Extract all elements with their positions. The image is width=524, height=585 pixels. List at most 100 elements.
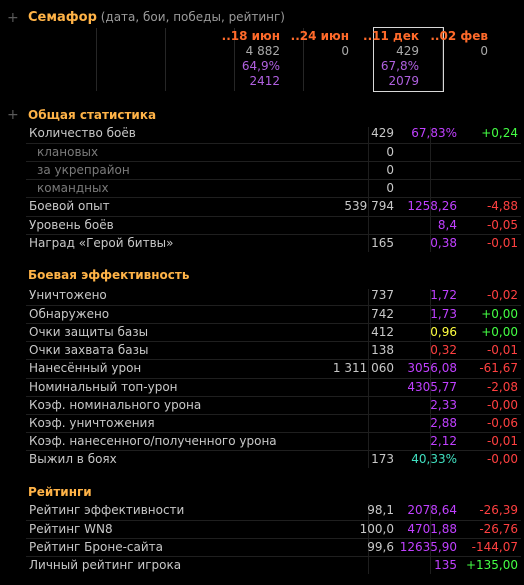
avg-col-divider	[430, 127, 431, 252]
period-column[interactable]: ..24 июн 0	[287, 29, 349, 89]
stat-label: Коэф. нанесенного/полученного урона	[29, 434, 277, 448]
stat-label: Очки защиты базы	[29, 325, 149, 339]
period-column[interactable]: ..11 дек 429 67,8% 2079	[357, 29, 419, 89]
value-col-divider	[368, 127, 369, 252]
stat-label: Наград «Герой битвы»	[29, 236, 174, 250]
stat-row: Боевой опыт 539 794 1258,26 -4,88	[26, 197, 521, 216]
stat-average: 135	[434, 558, 457, 572]
stat-row: Обнаружено 742 1,73 +0,00	[26, 305, 521, 324]
period-rating: 2079	[388, 74, 419, 88]
stat-row: Рейтинг Броне-сайта 99,6 12635,90 -144,07	[26, 538, 521, 557]
stat-average: 2,12	[430, 434, 457, 448]
stat-row: командных 0	[26, 179, 521, 198]
period-date: ..02 фев	[430, 29, 488, 43]
stat-label: Боевой опыт	[29, 199, 110, 213]
vehicle-title: Семафор (дата, бои, победы, рейтинг)	[28, 10, 285, 25]
stat-delta: +0,00	[481, 307, 518, 321]
stat-value: 1 311 060	[332, 361, 394, 375]
stat-label: Коэф. номинального урона	[29, 398, 202, 412]
stat-value: 98,1	[367, 503, 394, 517]
stat-label: за укрепрайон	[37, 163, 130, 177]
stat-delta: -0,00	[486, 398, 518, 412]
stat-row: Количество боёв 429 67,83% +0,24	[26, 125, 521, 143]
stat-row: Наград «Герой битвы» 165 0,38 -0,01	[26, 234, 521, 253]
period-date: ..11 дек	[363, 29, 419, 43]
period-battles: 4 882	[245, 44, 280, 58]
stat-delta: -0,01	[486, 343, 518, 357]
period-wins	[287, 59, 349, 74]
period-battles: 0	[341, 44, 349, 58]
section-title[interactable]: Общая статистика	[28, 108, 157, 122]
period-cell	[96, 28, 166, 91]
stat-row: Уровень боёв 8,4 -0,05	[26, 216, 521, 235]
collapse-plus-icon[interactable]: +	[7, 107, 19, 123]
stat-row: Коэф. уничтожения 2,88 -0,06	[26, 414, 521, 433]
stat-value: 99,6	[367, 540, 394, 554]
stat-row: Рейтинг эффективности 98,1 2078,64 -26,39	[26, 502, 521, 520]
stat-average: 40,33%	[411, 452, 457, 466]
stat-delta: +0,00	[481, 325, 518, 339]
stat-row: Коэф. номинального урона 2,33 -0,00	[26, 396, 521, 415]
stat-label: Номинальный топ-урон	[29, 380, 178, 394]
stat-delta: -4,88	[486, 199, 518, 213]
stat-delta: -0,01	[486, 434, 518, 448]
stat-label: Очки захвата базы	[29, 343, 149, 357]
stat-label: Выжил в боях	[29, 452, 117, 466]
stat-row: клановых 0	[26, 143, 521, 162]
expand-plus-icon[interactable]: +	[7, 10, 19, 26]
stat-average: 1,72	[430, 288, 457, 302]
period-date: ..18 июн	[221, 29, 280, 43]
stat-value: 737	[371, 288, 394, 302]
stat-delta: -26,76	[479, 522, 518, 536]
stat-value: 173	[371, 452, 394, 466]
stat-delta: -0,01	[486, 236, 518, 250]
stat-label: Рейтинг Броне-сайта	[29, 540, 164, 554]
stat-average: 0,38	[430, 236, 457, 250]
stat-average: 67,83%	[411, 126, 457, 140]
stat-value: 0	[386, 145, 394, 159]
stat-value: 165	[371, 236, 394, 250]
stat-value: 412	[371, 325, 394, 339]
stat-row: Выжил в боях 173 40,33% -0,00	[26, 450, 521, 469]
stat-label: Личный рейтинг игрока	[29, 558, 182, 572]
selected-period-frame[interactable]	[373, 27, 444, 92]
value-col-divider	[368, 504, 369, 574]
stat-delta: -0,00	[486, 452, 518, 466]
stat-average: 2078,64	[407, 503, 457, 517]
stat-average: 4305,77	[407, 380, 457, 394]
period-rating: 2412	[249, 74, 280, 88]
period-cell	[26, 28, 96, 91]
vehicle-subtitle: (дата, бои, победы, рейтинг)	[96, 10, 285, 24]
period-wins: 67,8%	[380, 59, 419, 73]
period-cell	[234, 28, 304, 91]
stat-average: 0,96	[430, 325, 457, 339]
period-column[interactable]: ..02 фев 0	[426, 29, 488, 89]
period-date: ..24 июн	[290, 29, 349, 43]
period-cell	[303, 28, 374, 91]
stat-delta: -0,02	[486, 288, 518, 302]
stat-value: 0	[386, 163, 394, 177]
stat-value: 100,0	[359, 522, 394, 536]
stat-delta: -0,06	[486, 416, 518, 430]
period-cell	[165, 28, 235, 91]
stat-average: 2,88	[430, 416, 457, 430]
stat-delta: -2,08	[486, 380, 518, 394]
stat-row: Коэф. нанесенного/полученного урона 2,12 -…	[26, 432, 521, 451]
period-wins	[426, 59, 488, 74]
stat-delta: -0,05	[486, 218, 518, 232]
stat-delta: -144,07	[471, 540, 518, 554]
stat-delta: +135,00	[465, 558, 518, 572]
stat-average: 3056,08	[407, 361, 457, 375]
period-cell	[442, 28, 522, 91]
vehicle-name: Семафор	[28, 10, 97, 25]
stat-row: за укрепрайон 0	[26, 161, 521, 180]
stat-row: Нанесённый урон 1 311 060 3056,08 -61,67	[26, 359, 521, 378]
stat-value: 0	[386, 181, 394, 195]
stat-row: Личный рейтинг игрока 135 +135,00	[26, 556, 521, 575]
period-grid: ..18 июн 4 882 64,9% 2412 ..24 июн 0 ..11 дек…	[26, 27, 522, 92]
section-title[interactable]: Рейтинги	[28, 485, 92, 499]
stat-label: Количество боёв	[29, 126, 136, 140]
period-column[interactable]: ..18 июн 4 882 64,9% 2412	[218, 29, 280, 89]
stat-label: Коэф. уничтожения	[29, 416, 155, 430]
section-title[interactable]: Боевая эффективность	[28, 268, 190, 282]
